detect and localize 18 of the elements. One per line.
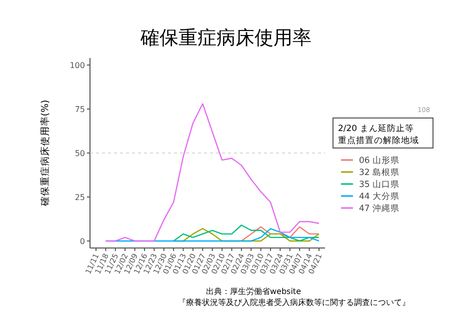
line-series [105,103,320,242]
legend-label: 06 山形県 [359,155,400,166]
source-note: 出典：厚生労働省website [206,287,302,296]
y-tick-label: 100 [70,61,85,70]
legend-label: 35 山口県 [359,179,400,190]
y-axis-title: 確保重症病床使用率(%) [39,100,51,208]
line-series [172,224,320,242]
y-tick-label: 75 [74,105,85,114]
y-tick-label: 25 [74,192,85,202]
legend-label: 44 大分県 [359,191,400,202]
legend-label: 32 島根県 [359,167,400,178]
line-series [240,226,320,242]
y-tick-label: 50 [74,149,85,158]
text: 『療養状況等及び入院患者受入病床数等に関する調査について』 [178,298,410,307]
y-tick-label: 0 [80,236,85,246]
legend-label: 47 沖縄県 [359,203,400,214]
chart-title: 確保重症病床使用率 [140,27,312,49]
legend-title: 2/20 まん延防止等重点措置の解除地域 [338,123,419,146]
